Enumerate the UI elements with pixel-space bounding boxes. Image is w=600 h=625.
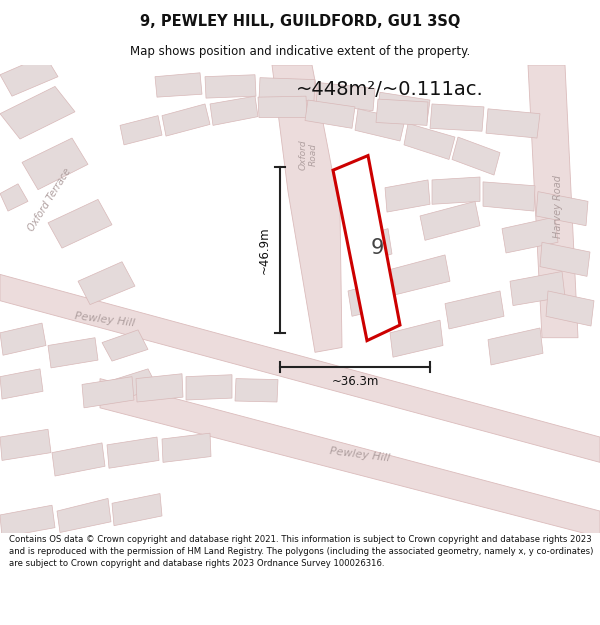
Polygon shape <box>259 78 315 101</box>
Text: Contains OS data © Crown copyright and database right 2021. This information is : Contains OS data © Crown copyright and d… <box>9 535 593 568</box>
Polygon shape <box>22 138 88 189</box>
Polygon shape <box>258 96 307 118</box>
Polygon shape <box>483 182 535 211</box>
Polygon shape <box>316 82 375 111</box>
Polygon shape <box>355 109 405 141</box>
Polygon shape <box>348 229 392 266</box>
Polygon shape <box>385 180 430 212</box>
Polygon shape <box>528 65 578 338</box>
Polygon shape <box>0 184 28 211</box>
Polygon shape <box>0 505 55 538</box>
Polygon shape <box>120 116 162 145</box>
Polygon shape <box>488 328 543 365</box>
Text: ~46.9m: ~46.9m <box>257 226 271 274</box>
Polygon shape <box>108 369 158 400</box>
Text: Pewley Hill: Pewley Hill <box>74 311 136 329</box>
Polygon shape <box>272 65 342 352</box>
Polygon shape <box>536 192 588 226</box>
Polygon shape <box>186 375 232 400</box>
Polygon shape <box>82 377 134 408</box>
Polygon shape <box>420 201 480 240</box>
Polygon shape <box>0 429 51 461</box>
Polygon shape <box>510 271 565 306</box>
Text: Map shows position and indicative extent of the property.: Map shows position and indicative extent… <box>130 46 470 59</box>
Polygon shape <box>0 369 43 399</box>
Text: 9, PEWLEY HILL, GUILDFORD, GU1 3SQ: 9, PEWLEY HILL, GUILDFORD, GU1 3SQ <box>140 14 460 29</box>
Polygon shape <box>48 338 98 368</box>
Text: Harvey Road: Harvey Road <box>553 175 563 238</box>
Polygon shape <box>432 177 480 204</box>
Polygon shape <box>305 100 355 128</box>
Polygon shape <box>162 104 210 136</box>
Polygon shape <box>0 274 600 462</box>
Polygon shape <box>390 320 443 357</box>
Polygon shape <box>52 443 105 476</box>
Text: ~36.3m: ~36.3m <box>331 375 379 388</box>
Polygon shape <box>102 330 148 361</box>
Polygon shape <box>390 255 450 295</box>
Polygon shape <box>452 137 500 175</box>
Text: Pewley Hill: Pewley Hill <box>329 446 391 463</box>
Polygon shape <box>205 75 256 98</box>
Polygon shape <box>0 323 46 355</box>
Text: Oxford
Road: Oxford Road <box>298 139 318 170</box>
Polygon shape <box>210 96 258 126</box>
Polygon shape <box>0 86 75 139</box>
Text: ~448m²/~0.111ac.: ~448m²/~0.111ac. <box>296 80 484 99</box>
Polygon shape <box>348 279 397 316</box>
Polygon shape <box>430 104 484 131</box>
Polygon shape <box>78 262 135 304</box>
Polygon shape <box>155 72 202 97</box>
Polygon shape <box>112 494 162 526</box>
Polygon shape <box>486 109 540 138</box>
Polygon shape <box>377 92 430 123</box>
Polygon shape <box>333 156 400 341</box>
Polygon shape <box>162 433 211 462</box>
Polygon shape <box>48 199 112 248</box>
Polygon shape <box>0 55 58 96</box>
Polygon shape <box>540 242 590 276</box>
Polygon shape <box>136 374 183 402</box>
Text: Oxford Terrace: Oxford Terrace <box>26 166 73 232</box>
Text: 9: 9 <box>370 238 383 258</box>
Polygon shape <box>376 99 428 126</box>
Polygon shape <box>445 291 504 329</box>
Polygon shape <box>57 498 111 532</box>
Polygon shape <box>404 124 455 159</box>
Polygon shape <box>100 379 600 538</box>
Polygon shape <box>502 217 558 253</box>
Polygon shape <box>235 379 278 402</box>
Polygon shape <box>546 291 594 326</box>
Polygon shape <box>107 437 159 468</box>
